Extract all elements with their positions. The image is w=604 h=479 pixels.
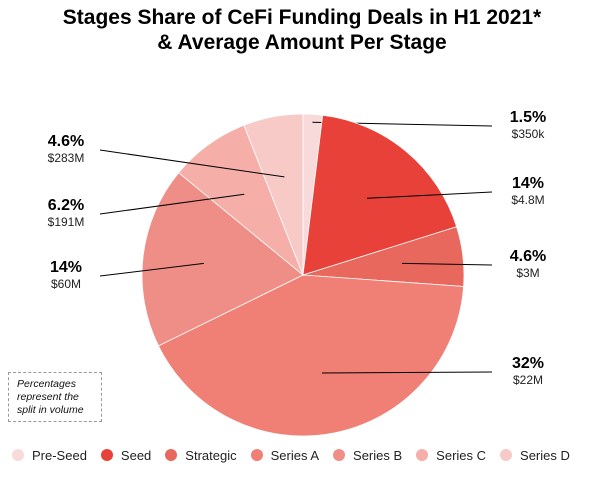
chart-legend: Pre-Seed Seed Strategic Series A Series B Ser… bbox=[12, 446, 602, 464]
legend-item: Seed bbox=[100, 447, 152, 463]
footnote-line: represent the bbox=[17, 391, 79, 403]
data-label-percent: 4.6% bbox=[510, 248, 546, 265]
data-label-percent: 14% bbox=[512, 175, 544, 192]
data-label-percent: 32% bbox=[512, 355, 544, 372]
legend-swatch bbox=[12, 449, 24, 461]
data-label-amount: $283M bbox=[48, 151, 85, 165]
legend-label: Series D bbox=[520, 447, 570, 463]
legend-label: Series A bbox=[270, 447, 320, 463]
legend-swatch bbox=[500, 449, 513, 461]
leader-line bbox=[366, 191, 493, 199]
legend-item: Series D bbox=[500, 448, 570, 463]
data-label-amount: $191M bbox=[48, 215, 85, 229]
legend-label: Strategic bbox=[185, 447, 237, 463]
data-label-amount: $60M bbox=[51, 277, 81, 291]
legend-swatch bbox=[165, 449, 178, 461]
footnote-box: Percentages represent the split in volum… bbox=[8, 372, 102, 422]
pie-slice bbox=[141, 172, 304, 347]
footnote-line: Percentages bbox=[17, 378, 76, 390]
leader-line bbox=[99, 193, 245, 215]
data-label-amount: $22M bbox=[513, 373, 543, 387]
legend-label: Series C bbox=[436, 447, 487, 463]
legend-item: Strategic bbox=[165, 447, 237, 463]
pie-slice bbox=[243, 113, 304, 276]
legend-item: Pre-Seed bbox=[12, 448, 87, 463]
legend-item: Series C bbox=[416, 448, 486, 463]
legend-label: Pre-Seed bbox=[32, 447, 87, 463]
data-label-amount: $4.8M bbox=[511, 193, 544, 207]
legend-item: Series A bbox=[250, 447, 320, 463]
chart-title-line-1: Stages Share of CeFi Funding Deals in H1… bbox=[62, 6, 542, 29]
legend-swatch bbox=[333, 449, 346, 461]
footnote-line: split in volume bbox=[17, 404, 84, 416]
chart-title-line-2: & Average Amount Per Stage bbox=[157, 31, 447, 54]
legend-swatch bbox=[416, 449, 429, 461]
leader-line bbox=[99, 149, 285, 178]
pie-slice bbox=[157, 274, 465, 437]
legend-label: Series B bbox=[353, 447, 403, 463]
leader-line bbox=[99, 262, 204, 277]
legend-swatch bbox=[250, 449, 263, 461]
data-label-percent: 4.6% bbox=[48, 133, 84, 150]
leader-line bbox=[402, 262, 493, 266]
data-label-percent: 6.2% bbox=[48, 197, 84, 214]
pie-slice bbox=[302, 114, 458, 276]
data-label-amount: $3M bbox=[516, 266, 539, 280]
legend-swatch bbox=[100, 449, 113, 461]
legend-label: Seed bbox=[120, 447, 152, 463]
data-label-amount: $350k bbox=[512, 127, 546, 141]
leader-line bbox=[321, 371, 493, 374]
data-label-percent: 1.5% bbox=[510, 109, 546, 126]
data-label-percent: 14% bbox=[50, 259, 82, 276]
legend-item: Series B bbox=[333, 448, 402, 463]
